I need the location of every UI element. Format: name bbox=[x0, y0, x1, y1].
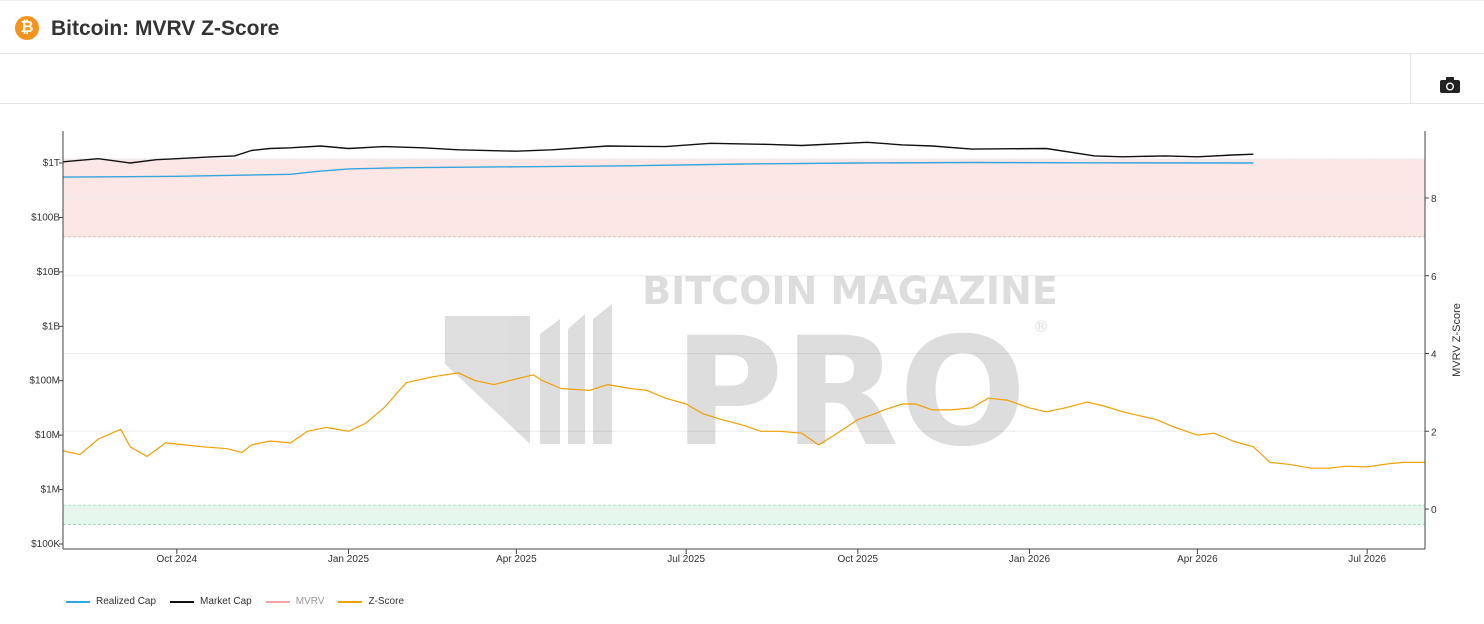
x-tick-label: Oct 2025 bbox=[838, 554, 879, 565]
legend-swatch bbox=[338, 600, 363, 603]
series-market-cap-line bbox=[63, 141, 1254, 164]
y-right-tick-label: 6 bbox=[1431, 272, 1437, 283]
chart-header: ₿ Bitcoin: MVRV Z-Score bbox=[0, 0, 1484, 54]
mvrv-zscore-chart: BITCOIN MAGAZINE PRO ® MVRV Z-Score $100… bbox=[29, 131, 1463, 565]
watermark-bars bbox=[445, 304, 612, 444]
watermark-line1: BITCOIN MAGAZINE bbox=[642, 269, 1058, 313]
x-tick-label: Jan 2026 bbox=[1009, 554, 1051, 565]
y-left-tick-label: $100K bbox=[31, 539, 60, 550]
legend-label: Realized Cap bbox=[96, 596, 157, 607]
y-left-tick-label: $1M bbox=[41, 485, 60, 496]
toolbar-divider bbox=[1410, 54, 1411, 103]
y-left-tick-label: $100M bbox=[29, 376, 60, 387]
watermark-line2: PRO bbox=[674, 306, 1027, 480]
right-axis-label: MVRV Z-Score bbox=[1451, 303, 1463, 377]
x-tick-label: Jul 2025 bbox=[667, 554, 705, 565]
legend-item-realized-cap[interactable]: Realized Cap bbox=[66, 596, 156, 607]
chart-toolbar bbox=[0, 54, 1484, 104]
x-tick-label: Apr 2025 bbox=[496, 554, 537, 565]
tick-labels: $100K $1M $10M $100M $1B $10B $100B $1T 0 2 4 6 8 Oct… bbox=[29, 158, 1437, 565]
series-realized-cap-line bbox=[63, 161, 1254, 178]
legend-item-market-cap[interactable]: Market Cap bbox=[170, 596, 252, 607]
y-left-tick-label: $1B bbox=[42, 321, 60, 332]
x-tick-label: Jan 2025 bbox=[328, 554, 370, 565]
watermark: BITCOIN MAGAZINE PRO ® bbox=[445, 269, 1058, 480]
x-tick-label: Oct 2024 bbox=[157, 554, 198, 565]
y-right-tick-label: 2 bbox=[1431, 427, 1437, 438]
green-zone-band bbox=[63, 505, 1425, 525]
y-right-tick-label: 8 bbox=[1431, 194, 1437, 205]
bitcoin-icon: ₿ bbox=[15, 16, 39, 40]
chart-grid bbox=[63, 158, 1425, 510]
y-left-tick-label: $1T bbox=[43, 158, 60, 169]
legend-label: Z-Score bbox=[368, 596, 405, 607]
watermark-reg: ® bbox=[1033, 317, 1049, 336]
legend-swatch bbox=[265, 600, 290, 603]
series-z-score-line bbox=[63, 372, 1425, 469]
y-right-tick-label: 0 bbox=[1431, 505, 1437, 516]
legend-item-mvrv[interactable]: MVRV bbox=[265, 596, 325, 607]
chart-axes: MVRV Z-Score bbox=[62, 131, 1463, 550]
series-layer bbox=[63, 141, 1425, 469]
page-title: Bitcoin: MVRV Z-Score bbox=[51, 17, 280, 40]
chart-legend: Realized Cap Market Cap MVRV Z-Score bbox=[66, 596, 404, 607]
x-tick-label: Jul 2026 bbox=[1348, 554, 1386, 565]
y-right-tick-label: 4 bbox=[1431, 350, 1437, 361]
y-left-tick-label: $10B bbox=[37, 267, 61, 278]
y-left-tick-label: $100B bbox=[31, 212, 60, 223]
y-left-tick-label: $10M bbox=[35, 430, 60, 441]
legend-label: Market Cap bbox=[200, 596, 252, 607]
legend-swatch bbox=[170, 600, 195, 603]
legend-swatch bbox=[66, 600, 90, 603]
legend-label: MVRV bbox=[295, 596, 325, 607]
camera-icon[interactable] bbox=[1438, 76, 1462, 94]
legend-item-z-score[interactable]: Z-Score bbox=[338, 596, 404, 607]
x-tick-label: Apr 2026 bbox=[1177, 554, 1218, 565]
